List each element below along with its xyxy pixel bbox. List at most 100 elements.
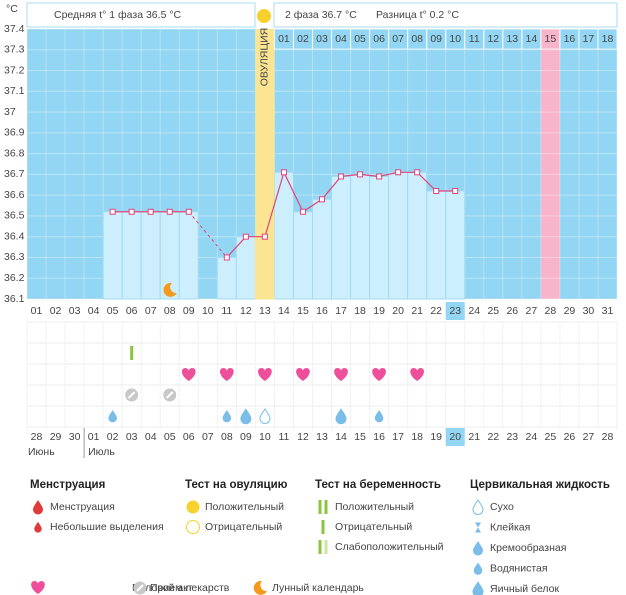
temperature-point: [319, 196, 325, 203]
heart-mark: [258, 368, 272, 381]
temperature-point: [223, 254, 230, 261]
y-tick-label: 37.1: [4, 85, 25, 97]
y-tick-label: 37.4: [4, 23, 25, 35]
legend-label: Прием лекарств: [150, 582, 230, 594]
date-label: 20: [449, 431, 461, 443]
pill-mark: [124, 387, 140, 403]
x-tick-label: 07: [145, 305, 157, 317]
phase2-day: 05: [354, 33, 366, 45]
date-label: 16: [373, 431, 385, 443]
date-label: 04: [145, 431, 157, 443]
date-label: 29: [50, 431, 62, 443]
day-mark: [108, 410, 117, 423]
phase2-day: 06: [373, 33, 385, 45]
x-tick-label: 11: [221, 305, 232, 317]
date-label: 07: [202, 431, 214, 443]
legend-icon: [318, 540, 322, 554]
day-mark: [108, 410, 117, 423]
heart-mark: [372, 368, 386, 381]
legend-icon: [253, 580, 267, 595]
phase2-day: 11: [469, 33, 480, 45]
date-label: 22: [487, 431, 499, 443]
legend-label: Сухо: [490, 501, 514, 513]
y-tick-label: 36.1: [4, 293, 25, 305]
bar: [407, 171, 428, 300]
phase2-text: 2 фаза 36.7 °C: [285, 9, 357, 21]
x-tick-label: 16: [316, 305, 328, 317]
ovulation-column: [255, 29, 275, 299]
legend-title: Цервикальная жидкость: [470, 479, 610, 491]
date-label: 17: [392, 431, 404, 443]
phase2-day: 12: [487, 33, 499, 45]
legend-label: Водянистая: [490, 562, 548, 574]
x-tick-label: 29: [564, 305, 576, 317]
y-tick-label: 37.2: [4, 64, 25, 76]
x-tick-label: 24: [468, 305, 480, 317]
phase1-text: Средняя t° 1 фаза 36.5 °C: [54, 9, 182, 21]
y-tick-label: 37.3: [4, 44, 25, 56]
date-label: 03: [126, 431, 138, 443]
phase2-day: 17: [583, 33, 595, 45]
legend-icon: [186, 500, 200, 514]
y-tick-label: 36.8: [4, 147, 25, 159]
temperature-point: [280, 169, 287, 176]
date-label: 28: [31, 431, 43, 443]
legend-label: Положительный: [335, 501, 414, 513]
phase1-box: [26, 2, 256, 28]
temperature-point: [414, 169, 421, 176]
bar: [331, 175, 352, 300]
pill-mark: [124, 387, 140, 403]
bar: [178, 211, 199, 300]
temperature-point: [338, 173, 345, 180]
x-tick-label: 31: [602, 305, 614, 317]
day-mark: [374, 410, 384, 423]
date-label: 09: [240, 431, 252, 443]
y-tick-label: 36.7: [4, 168, 25, 180]
legend-icon: [132, 580, 148, 595]
x-tick-label: 28: [545, 305, 557, 317]
date-label: 30: [69, 431, 81, 443]
y-tick-label: 36.6: [4, 189, 25, 201]
legend-icon: [253, 580, 267, 595]
legend-icon: [186, 520, 200, 534]
bar: [311, 198, 333, 300]
phase2-day: 15: [545, 33, 557, 45]
date-label: 26: [564, 431, 576, 443]
month-label: Июнь: [28, 446, 55, 458]
gap-connector: [188, 211, 228, 258]
legend-label: Положительный: [205, 501, 284, 513]
x-tick-label: 04: [88, 305, 100, 317]
date-label: 12: [297, 431, 309, 443]
x-tick-label: 23: [449, 305, 461, 317]
legend-label: Слабоположительный: [335, 541, 444, 553]
date-label: 18: [411, 431, 423, 443]
sun-icon: [257, 9, 271, 23]
y-tick-label: 36.9: [4, 127, 25, 139]
heart-mark: [296, 368, 310, 381]
bar: [388, 171, 409, 300]
legend-icon: [472, 581, 484, 595]
day-mark: [335, 408, 347, 425]
date-label: 21: [468, 431, 480, 443]
day-mark: [259, 408, 271, 424]
y-tick-label: 36.4: [4, 230, 25, 242]
date-label: 14: [335, 431, 347, 443]
x-tick-label: 17: [335, 305, 347, 317]
x-tick-label: 19: [373, 305, 385, 317]
legend-label: Яичный белок: [490, 583, 560, 595]
x-tick-label: 22: [430, 305, 442, 317]
x-tick-label: 26: [506, 305, 518, 317]
legend-icon: [324, 500, 328, 514]
legend-icon: [473, 541, 483, 556]
phase2-day: 16: [564, 33, 576, 45]
legend-icon: [33, 500, 43, 515]
ovulation-label: ОВУЛЯЦИЯ: [259, 28, 271, 87]
x-tick-label: 03: [69, 305, 81, 317]
x-tick-label: 08: [164, 305, 176, 317]
temperature-point: [433, 188, 440, 194]
legend-icon: [318, 500, 322, 514]
phase2-day: 14: [526, 33, 538, 45]
legend-icon: [472, 499, 484, 515]
legend-title: Тест на овуляцию: [185, 479, 288, 491]
date-label: 25: [545, 431, 557, 443]
